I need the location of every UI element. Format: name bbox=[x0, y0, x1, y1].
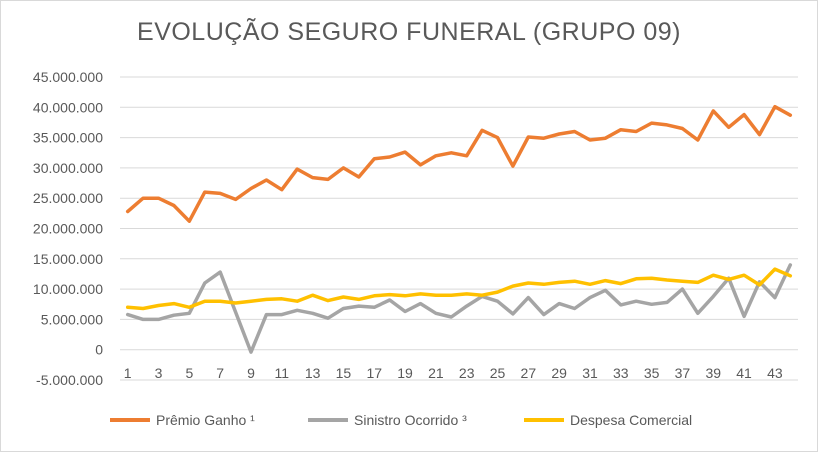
y-tick-label: -5.000.000 bbox=[36, 372, 103, 388]
x-tick-label: 29 bbox=[551, 365, 567, 381]
x-tick-label: 15 bbox=[336, 365, 352, 381]
y-tick-label: 40.000.000 bbox=[33, 99, 103, 115]
legend-label: Sinistro Ocorrido ³ bbox=[354, 412, 467, 428]
y-tick-label: 35.000.000 bbox=[33, 130, 103, 146]
x-tick-label: 9 bbox=[247, 365, 255, 381]
x-tick-label: 35 bbox=[644, 365, 660, 381]
x-axis-ticks: 1 3 5 7 9 11 13 15 17 19 21 23 25 27 29 31 33 35 37 39 41 43 bbox=[124, 365, 783, 381]
x-tick-label: 1 bbox=[124, 365, 132, 381]
legend-label: Prêmio Ganho ¹ bbox=[156, 412, 255, 428]
x-tick-label: 27 bbox=[521, 365, 537, 381]
x-tick-label: 41 bbox=[736, 365, 752, 381]
x-tick-label: 13 bbox=[305, 365, 321, 381]
y-tick-label: 45.000.000 bbox=[33, 69, 103, 85]
series-lines bbox=[125, 104, 793, 354]
x-tick-label: 43 bbox=[767, 365, 783, 381]
series-line-despesa-comercial bbox=[125, 267, 793, 311]
y-axis-ticks: 45.000.000 40.000.000 35.000.000 30.000.000… bbox=[33, 69, 103, 388]
x-tick-label: 17 bbox=[366, 365, 382, 381]
x-tick-label: 37 bbox=[675, 365, 691, 381]
x-tick-label: 5 bbox=[185, 365, 193, 381]
x-tick-label: 25 bbox=[490, 365, 506, 381]
legend-label: Despesa Comercial bbox=[570, 412, 692, 428]
x-tick-label: 19 bbox=[397, 365, 413, 381]
y-tick-label: 25.000.000 bbox=[33, 190, 103, 206]
x-tick-label: 39 bbox=[705, 365, 721, 381]
x-tick-label: 33 bbox=[613, 365, 629, 381]
y-tick-label: 20.000.000 bbox=[33, 221, 103, 237]
chart-title: EVOLUÇÃO SEGURO FUNERAL (GRUPO 09) bbox=[137, 18, 681, 46]
x-tick-label: 31 bbox=[582, 365, 598, 381]
x-tick-label: 23 bbox=[459, 365, 475, 381]
series-line-sinistro-ocorrido bbox=[125, 263, 793, 354]
y-tick-label: 0 bbox=[95, 342, 103, 358]
y-tick-label: 15.000.000 bbox=[33, 251, 103, 267]
series-line-pr-mio-ganho bbox=[125, 104, 793, 223]
legend: Prêmio Ganho ¹ Sinistro Ocorrido ³ Despesa… bbox=[110, 412, 692, 428]
x-tick-label: 21 bbox=[428, 365, 444, 381]
y-tick-label: 10.000.000 bbox=[33, 281, 103, 297]
x-tick-label: 11 bbox=[275, 365, 290, 381]
y-tick-label: 5.000.000 bbox=[41, 311, 103, 327]
x-tick-label: 3 bbox=[155, 365, 163, 381]
y-tick-label: 30.000.000 bbox=[33, 160, 103, 176]
x-tick-label: 7 bbox=[216, 365, 224, 381]
gridlines bbox=[120, 76, 798, 381]
